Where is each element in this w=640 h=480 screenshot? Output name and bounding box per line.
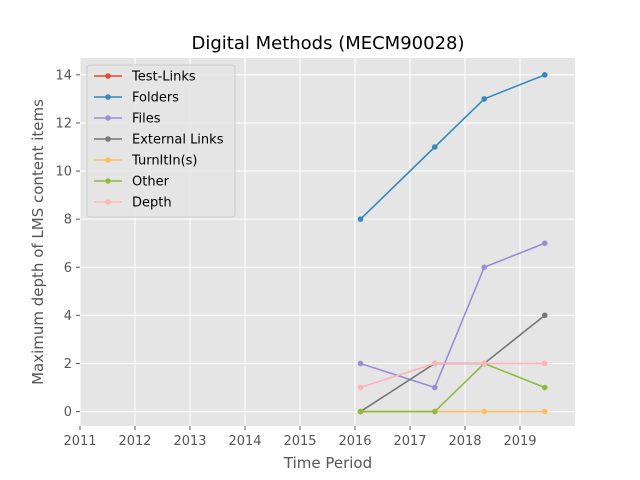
series-line-folders xyxy=(359,74,546,220)
legend-entry-turnitin-s: TurnItIn(s) xyxy=(94,154,197,169)
y-tick-label: 8 xyxy=(64,213,72,228)
x-axis-label: Time Period xyxy=(283,454,372,472)
x-tick-label: 2017 xyxy=(393,434,426,449)
series-line-other xyxy=(360,362,546,413)
legend-label: Folders xyxy=(132,91,179,106)
y-tick-label: 10 xyxy=(55,165,72,180)
legend-label: External Links xyxy=(132,133,224,148)
x-tick-label: 2015 xyxy=(283,434,316,449)
data-point-other xyxy=(431,408,438,415)
legend: Test-Links Folders Files External Links Turn… xyxy=(86,64,236,218)
y-axis-label: Maximum depth of LMS content items xyxy=(29,99,47,385)
data-point-depth xyxy=(481,360,488,367)
data-point-folders xyxy=(357,216,364,222)
x-ticks: 2011 2012 2013 2014 2015 2016 2017 2018 2019 xyxy=(63,426,537,449)
data-point-files xyxy=(541,240,548,247)
y-tick-label: 4 xyxy=(64,309,72,324)
x-tick-label: 2016 xyxy=(338,434,371,449)
y-tick-label: 0 xyxy=(64,405,72,420)
legend-marker xyxy=(105,199,111,205)
legend-entry-test-links: Test-Links xyxy=(94,70,196,85)
x-tick-label: 2012 xyxy=(118,434,151,449)
legend-label: Depth xyxy=(132,196,172,211)
y-tick-label: 6 xyxy=(64,261,72,276)
legend-entry-files: Files xyxy=(94,112,161,127)
legend-entry-depth: Depth xyxy=(94,196,172,211)
legend-entry-folders: Folders xyxy=(94,91,179,106)
data-point-depth xyxy=(357,384,364,391)
data-point-depth xyxy=(431,360,438,367)
x-tick-label: 2018 xyxy=(448,434,481,449)
data-point-external-links xyxy=(541,312,548,319)
y-tick-label: 12 xyxy=(55,116,72,131)
y-tick-label: 2 xyxy=(64,357,72,372)
data-point-folders xyxy=(481,96,488,102)
x-tick-label: 2014 xyxy=(228,434,261,449)
legend-marker xyxy=(105,94,111,100)
data-point-files xyxy=(481,264,488,271)
legend-marker xyxy=(105,157,111,163)
series-line-depth xyxy=(360,362,545,389)
data-point-folders xyxy=(541,72,548,78)
x-tick-label: 2019 xyxy=(503,434,536,449)
legend-box xyxy=(86,64,236,218)
legend-label: Other xyxy=(132,175,170,190)
data-point-depth xyxy=(541,360,548,367)
x-tick-label: 2013 xyxy=(173,434,206,449)
legend-label: Files xyxy=(132,112,161,127)
x-tick-label: 2011 xyxy=(63,434,96,449)
legend-marker xyxy=(105,178,111,184)
legend-marker xyxy=(105,136,111,142)
legend-entry-external-links: External Links xyxy=(94,133,224,148)
data-point-other xyxy=(357,408,364,415)
legend-label: Test-Links xyxy=(131,70,196,85)
chart-title: Digital Methods (MECM90028) xyxy=(191,33,464,54)
legend-entry-other: Other xyxy=(94,175,170,190)
legend-label: TurnItIn(s) xyxy=(131,154,197,169)
legend-marker xyxy=(105,115,111,121)
data-point-files xyxy=(431,384,438,391)
series-folders xyxy=(357,72,548,222)
y-ticks: 0 2 4 6 8 10 12 14 xyxy=(55,68,80,420)
series-group xyxy=(357,72,548,415)
data-point-files xyxy=(357,360,364,367)
series-depth xyxy=(357,360,548,391)
legend-marker xyxy=(105,73,111,79)
data-point-turnitin-s xyxy=(541,408,548,415)
data-point-other xyxy=(541,384,548,391)
data-point-folders xyxy=(431,144,438,150)
data-point-turnitin-s xyxy=(481,408,488,415)
y-tick-label: 14 xyxy=(55,68,72,83)
